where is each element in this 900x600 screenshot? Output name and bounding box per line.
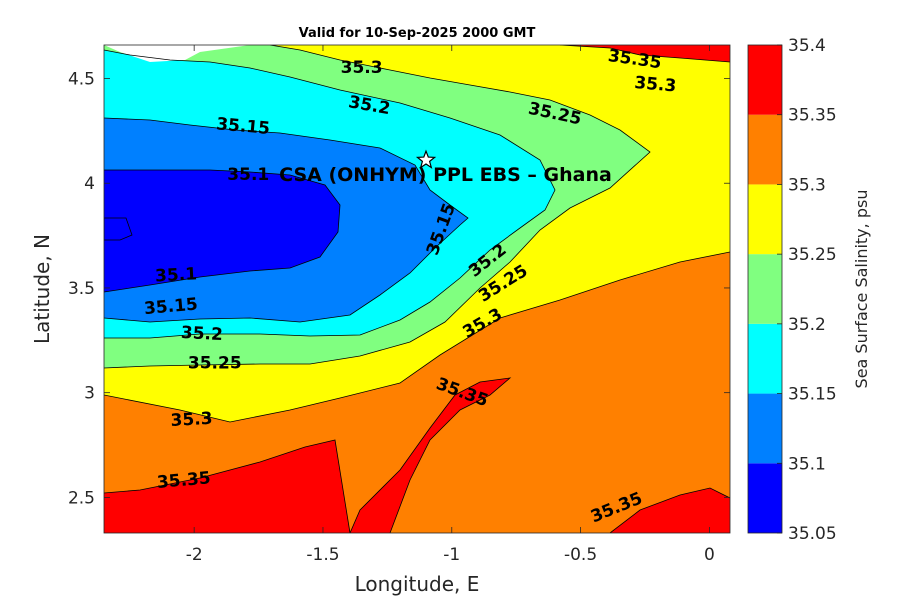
x-axis-ticks: -2 -1.5 -1 -0.5 0: [186, 45, 715, 565]
colorbar-segment: [748, 114, 782, 185]
colorbar-segment: [748, 45, 782, 115]
contour-label: 35.1: [227, 165, 269, 185]
no-data-patch: [104, 45, 250, 62]
x-axis-label: Longitude, E: [355, 572, 480, 596]
band-35-05-35-10: [104, 170, 340, 292]
contour-line-35-15: [104, 117, 469, 323]
red-band-central: [350, 378, 510, 533]
x-tick-label: -0.5: [564, 545, 597, 565]
contour-label: 35.3: [634, 73, 678, 97]
site-annotation: CSA (ONHYM) PPL EBS – Ghana: [279, 164, 612, 186]
red-band-northeast: [560, 45, 730, 62]
contour-line-35-30: [104, 251, 730, 423]
contour-label: 35.3: [170, 409, 213, 431]
colorbar-label: Sea Surface Salinity, psu: [852, 190, 871, 389]
red-band-southwest: [104, 440, 350, 533]
colorbar-segment: [748, 254, 782, 324]
colorbar: 35.05 35.1 35.15 35.2 35.25 35.3 35.35 35.4: [747, 36, 837, 544]
colorbar-box: [747, 44, 783, 534]
site-star-marker: [415, 149, 437, 169]
contour-line-35-35-southwest: [104, 439, 351, 533]
contour-label: 35.1: [155, 264, 198, 286]
y-tick-label: 3: [84, 384, 95, 404]
y-axis-ticks: 2.5 3 3.5 4 4.5: [68, 70, 730, 508]
colorbar-tick-label: 35.05: [788, 524, 837, 544]
x-tick-label: -2: [186, 545, 203, 565]
colorbar-segment: [748, 463, 782, 533]
contour-label: 35.15: [143, 294, 198, 319]
axes-box: [103, 44, 731, 534]
y-tick-label: 4: [84, 174, 95, 194]
contour-line-35-25: [104, 45, 651, 369]
contour-line-35-35-southeast: [609, 487, 730, 533]
chart-title: Valid for 10-Sep-2025 2000 GMT: [299, 26, 536, 41]
colorbar-segment: [748, 184, 782, 255]
contour-label: 35.3: [341, 58, 383, 78]
y-axis-label: Latitude, N: [30, 234, 54, 344]
colorbar-tick-label: 35.35: [788, 106, 837, 126]
colorbar-tick-label: 35.1: [788, 454, 826, 474]
contour-label: 35.25: [188, 353, 242, 373]
contour-line-35-35-northeast: [559, 45, 730, 63]
contour-label: 35.15: [215, 114, 270, 139]
x-tick-label: -1.5: [306, 545, 339, 565]
y-tick-label: 2.5: [68, 488, 95, 508]
inner-low-patch: [104, 217, 133, 241]
y-tick-label: 4.5: [68, 70, 95, 90]
x-tick-label: -1: [443, 545, 460, 565]
red-band-southeast: [610, 488, 730, 533]
contour-label: 35.35: [156, 468, 211, 493]
contour-label: 35.2: [180, 323, 223, 345]
colorbar-segment: [748, 323, 782, 394]
colorbar-tick-label: 35.4: [788, 36, 826, 56]
colorbar-tick-label: 35.3: [788, 175, 826, 195]
contour-line-35-35-central: [349, 377, 512, 533]
x-tick-label: 0: [704, 545, 715, 565]
colorbar-tick-label: 35.25: [788, 245, 837, 265]
contour-line-35-10: [104, 169, 341, 293]
colorbar-tick-label: 35.15: [788, 385, 837, 405]
contour-line-35-20: [104, 49, 556, 339]
colorbar-segment: [748, 393, 782, 464]
y-tick-label: 3.5: [68, 279, 95, 299]
colorbar-tick-label: 35.2: [788, 315, 826, 335]
